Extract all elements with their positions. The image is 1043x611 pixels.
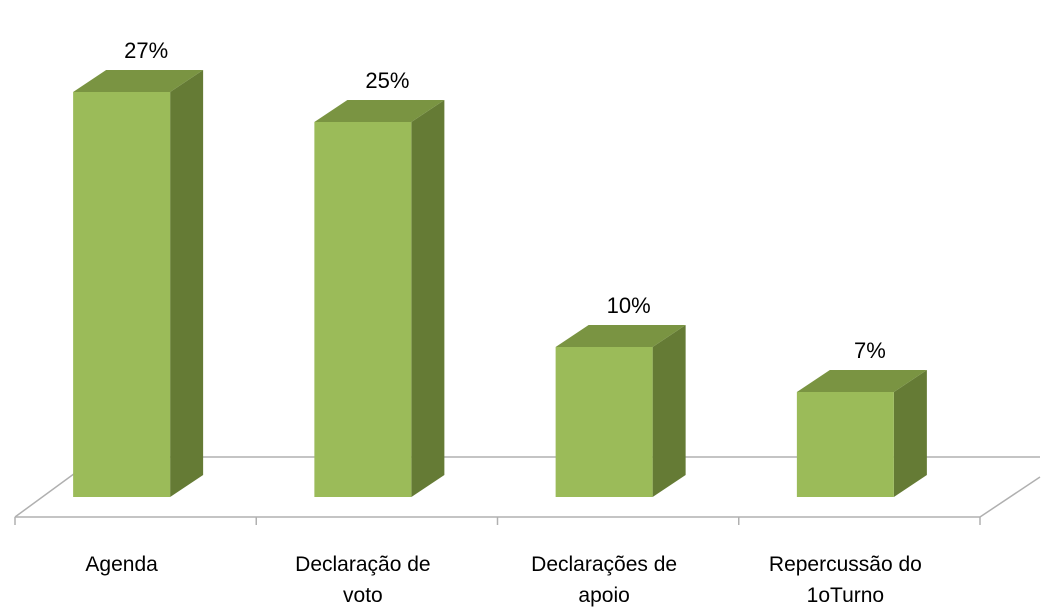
bar (555, 347, 653, 497)
bar-top (73, 70, 204, 92)
x-tick-label: Declaração de voto (295, 553, 431, 607)
bar (73, 92, 171, 497)
data-label: 7% (854, 338, 886, 363)
bar-top (314, 100, 445, 122)
x-tick-label: Repercussão do 1oTurno (768, 553, 922, 607)
bar-side (652, 325, 686, 497)
data-label: 10% (607, 293, 651, 318)
bar-side (170, 70, 204, 497)
bar (314, 122, 412, 497)
bar-top (555, 325, 686, 347)
data-label: 25% (365, 68, 409, 93)
bar (796, 392, 894, 497)
bar-side (411, 100, 445, 497)
x-tick-label: Declarações de apoio (531, 553, 678, 607)
x-tick-label: Agenda (85, 553, 158, 576)
bar-top (796, 370, 927, 392)
data-label: 27% (124, 38, 168, 63)
bar-side (893, 370, 927, 497)
